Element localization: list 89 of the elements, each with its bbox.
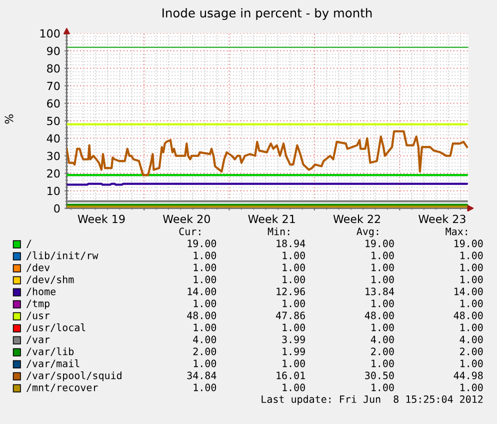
text: 1.00	[282, 276, 305, 284]
y-tick-label: 70	[47, 82, 60, 90]
text: 1.00	[282, 324, 305, 332]
text: 1.00	[194, 384, 216, 392]
x-tick-label: Week 23	[418, 214, 466, 224]
text: 1.00	[372, 252, 394, 260]
legend-label: /usr	[26, 312, 50, 320]
legend-label: /usr/local	[26, 323, 86, 332]
text: 1.00	[194, 300, 216, 308]
text: 19.00	[366, 240, 394, 248]
text: 1.00	[372, 300, 394, 308]
y-tick-label: 10	[48, 186, 60, 196]
text: 1.00	[282, 264, 305, 272]
y-tick-label: 60	[47, 99, 60, 108]
text: 1.00	[372, 276, 394, 284]
y-tick-label: 50	[47, 116, 60, 126]
text: 44.98	[454, 372, 483, 380]
y-tick-label: 0	[54, 204, 60, 213]
text: 1.00	[372, 360, 394, 368]
legend-label: /tmp	[26, 300, 50, 310]
text: 18.94	[276, 240, 306, 248]
text: 34.84	[187, 372, 216, 380]
text: Max:	[446, 228, 467, 236]
y-tick-label: 90	[47, 46, 60, 56]
legend-label: /var/mail	[26, 359, 80, 368]
line-series	[66, 130, 468, 176]
legend-label: /dev	[26, 263, 50, 272]
text: 1.00	[460, 276, 483, 284]
y-tick-label: 100	[40, 29, 60, 38]
text: 1.00	[460, 264, 483, 272]
text: 14.00	[188, 288, 216, 296]
legend-label: /dev/shm	[26, 275, 74, 284]
text: 1.00	[194, 264, 216, 272]
y-tick-label: 40	[46, 134, 60, 143]
text: Avg:	[356, 228, 378, 238]
legend-label: /mnt/recover	[26, 384, 98, 392]
text: 16.01	[276, 372, 305, 380]
legend-label: /home	[26, 287, 56, 296]
y-tick-label: 30	[47, 152, 60, 160]
legend-label: /lib/init/rw	[26, 251, 98, 260]
text: 1.00	[282, 300, 305, 308]
text: 4.00	[460, 336, 483, 344]
text: 1.00	[194, 252, 216, 260]
x-tick-label: Week 22	[333, 214, 380, 224]
text: Min:	[268, 227, 290, 236]
x-tick-label: Week 21	[248, 214, 295, 224]
text: 4.00	[370, 336, 394, 344]
text: 1.00	[372, 264, 394, 272]
text: 2.00	[371, 348, 394, 356]
text: 1.00	[460, 252, 483, 260]
text: 48.00	[187, 312, 216, 320]
text: 47.86	[276, 312, 305, 320]
y-axis-title: %	[4, 114, 14, 124]
legend-label: /var	[26, 336, 50, 344]
text: 4.00	[193, 336, 216, 344]
text: 1.00	[372, 384, 394, 392]
legend-label: /var/spool/squid	[26, 371, 122, 382]
text: 1.00	[194, 360, 216, 368]
text: 1.00	[460, 324, 483, 332]
text: 1.00	[460, 300, 483, 308]
x-tick-label: Week 20	[162, 214, 210, 224]
text: Last update: Fri Jun 8 15:25:04 2012	[262, 395, 483, 405]
text: 19.00	[188, 240, 216, 248]
legend-label: /	[26, 240, 32, 248]
legend-label: /var/lib	[26, 347, 74, 356]
text: 14.00	[454, 288, 483, 296]
text: 3.99	[282, 336, 305, 344]
text: 1.99	[282, 348, 305, 356]
text: 12.96	[276, 288, 305, 296]
y-tick-label: 80	[47, 64, 60, 73]
chart-title: Inode usage in percent - by month	[162, 8, 372, 20]
text: 48.00	[454, 312, 483, 320]
text: 1.00	[282, 360, 305, 368]
y-tick-label: 20	[47, 169, 60, 178]
text: 1.00	[194, 324, 216, 332]
text: 2.00	[460, 348, 483, 356]
text: 48.00	[364, 312, 394, 320]
text: 19.00	[454, 240, 483, 248]
text: 1.00	[282, 252, 305, 260]
text: 2.00	[193, 348, 216, 356]
text: 1.00	[282, 384, 305, 392]
text: 1.00	[194, 276, 216, 284]
text: 13.84	[366, 288, 394, 296]
x-tick-label: Week 19	[78, 214, 125, 224]
text: 1.00	[460, 384, 483, 392]
text: 1.00	[372, 324, 394, 332]
text: 1.00	[460, 360, 483, 368]
text: 30.50	[365, 372, 394, 380]
text: Cur:	[179, 228, 200, 236]
